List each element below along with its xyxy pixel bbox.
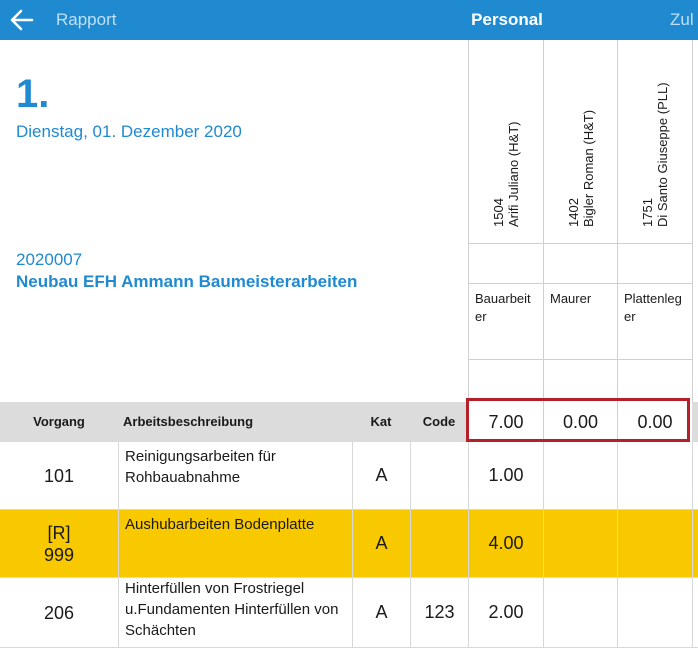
day-number: 1. bbox=[16, 72, 50, 116]
total-hours[interactable]: 0.00 bbox=[617, 402, 692, 442]
header-kat: Kat bbox=[370, 414, 392, 429]
row-hours[interactable] bbox=[617, 578, 692, 647]
personnel-name: 1402 Bigler Roman (H&T) bbox=[565, 109, 596, 227]
personnel-name: 1504 Arifi Juliano (H&T) bbox=[491, 121, 521, 227]
personnel-role: Maurer bbox=[544, 284, 617, 360]
total-hours[interactable]: 0.00 bbox=[543, 402, 617, 442]
header-vorgang: Vorgang bbox=[33, 414, 85, 429]
row-hours[interactable] bbox=[543, 442, 617, 509]
personnel-column[interactable]: 1751 Di Santo Giuseppe (PLL) Plattenlege… bbox=[617, 40, 692, 402]
row-vorgang: 101 bbox=[43, 465, 75, 486]
row-vorgang: 206 bbox=[43, 602, 75, 623]
row-code bbox=[410, 510, 468, 577]
row-kat: A bbox=[352, 442, 410, 509]
row-description: Hinterfüllen von Frostriegel u.Fundament… bbox=[118, 578, 352, 647]
back-button[interactable]: Rapport bbox=[56, 10, 117, 29]
header-code: Code bbox=[422, 414, 456, 429]
top-bar: Rapport Personal Zul bbox=[0, 0, 698, 40]
selection-highlight bbox=[466, 398, 690, 442]
row-vorgang: [R] 999 bbox=[43, 522, 75, 565]
row-kat: A bbox=[352, 578, 410, 647]
personnel-column[interactable]: 1504 Arifi Juliano (H&T) Bauarbeiter bbox=[468, 40, 543, 402]
row-code: 123 bbox=[410, 578, 468, 647]
page-title: Personal bbox=[471, 10, 543, 29]
next-button[interactable]: Zul bbox=[670, 10, 694, 29]
personnel-columns: 1504 Arifi Juliano (H&T) Bauarbeiter 140… bbox=[468, 40, 698, 402]
table-row[interactable]: [R] 999 Aushubarbeiten Bodenplatte A 4.0… bbox=[0, 510, 698, 578]
row-hours[interactable]: 4.00 bbox=[468, 510, 543, 577]
row-hours[interactable] bbox=[617, 510, 692, 577]
row-hours[interactable]: 1.00 bbox=[468, 442, 543, 509]
row-edge bbox=[692, 578, 698, 647]
header-beschreibung: Arbeitsbeschreibung bbox=[123, 414, 254, 429]
empty-cell bbox=[469, 244, 543, 284]
row-description: Aushubarbeiten Bodenplatte bbox=[118, 510, 352, 577]
table-row[interactable]: 206 Hinterfüllen von Frostriegel u.Funda… bbox=[0, 578, 698, 648]
personnel-name-cell: 1402 Bigler Roman (H&T) bbox=[544, 40, 617, 244]
row-edge bbox=[692, 442, 698, 509]
personnel-column-edge bbox=[692, 40, 698, 402]
personnel-role: Bauarbeiter bbox=[469, 284, 543, 360]
date-label: Dienstag, 01. Dezember 2020 bbox=[16, 122, 242, 141]
row-code bbox=[410, 442, 468, 509]
empty-cell bbox=[618, 244, 692, 284]
personnel-name: 1751 Di Santo Giuseppe (PLL) bbox=[640, 82, 670, 227]
project-name: Neubau EFH Ammann Baumeisterarbeiten bbox=[16, 272, 358, 291]
row-kat: A bbox=[352, 510, 410, 577]
row-hours[interactable]: 2.00 bbox=[468, 578, 543, 647]
row-hours[interactable] bbox=[543, 510, 617, 577]
table-row[interactable]: 101 Reinigungsarbeiten für Rohbauabnahme… bbox=[0, 442, 698, 510]
personnel-role: Plattenleger bbox=[618, 284, 692, 360]
personnel-name-cell: 1504 Arifi Juliano (H&T) bbox=[469, 40, 543, 244]
row-hours[interactable] bbox=[617, 442, 692, 509]
personnel-name-cell: 1751 Di Santo Giuseppe (PLL) bbox=[618, 40, 692, 244]
row-edge bbox=[692, 510, 698, 577]
personnel-column[interactable]: 1402 Bigler Roman (H&T) Maurer bbox=[543, 40, 617, 402]
row-hours[interactable] bbox=[543, 578, 617, 647]
arrow-left-icon[interactable] bbox=[8, 6, 36, 34]
project-number: 2020007 bbox=[16, 250, 83, 269]
row-description: Reinigungsarbeiten für Rohbauabnahme bbox=[118, 442, 352, 509]
empty-cell bbox=[544, 244, 617, 284]
